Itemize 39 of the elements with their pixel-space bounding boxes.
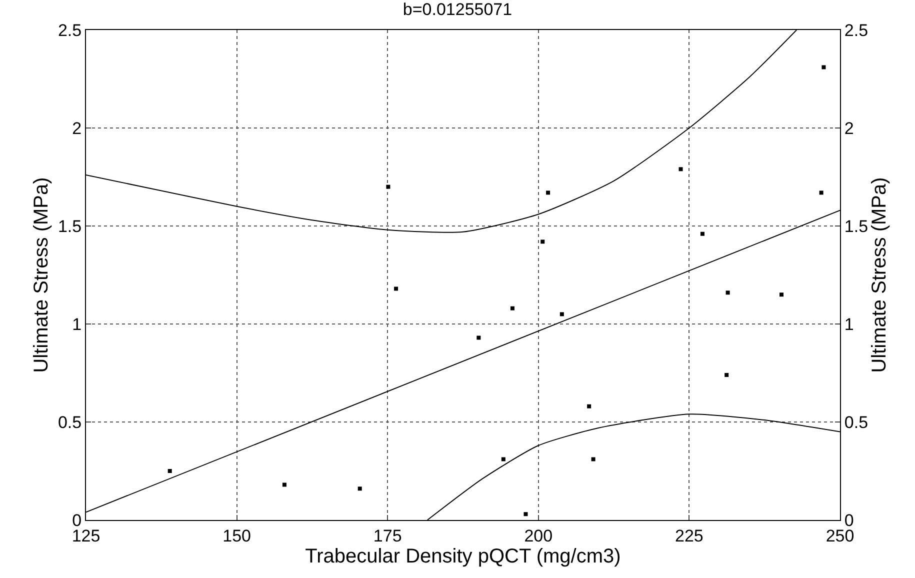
x-tick-label: 175 [373, 526, 402, 546]
point [587, 404, 592, 408]
point [168, 469, 172, 473]
point [476, 336, 481, 340]
point [546, 190, 550, 195]
point [282, 482, 286, 487]
y-tick-label: 2 [72, 118, 82, 138]
point [540, 240, 545, 244]
x-axis-title: Trabecular Density pQCT (mg/cm3) [305, 545, 621, 568]
y2-tick-label: 2 [844, 118, 854, 138]
y2-tick-label: 0.5 [844, 412, 868, 432]
y2-axis-title: Ultimate Stress (MPa) [868, 177, 891, 373]
point [726, 290, 730, 295]
x-tick-label: 150 [222, 526, 251, 546]
point [358, 486, 362, 491]
point [724, 372, 729, 377]
x-tick-label: 225 [675, 526, 704, 546]
point [394, 286, 398, 291]
point [560, 312, 564, 316]
y-tick-label: 1 [72, 314, 82, 334]
point [510, 306, 514, 310]
point [678, 167, 683, 172]
point [524, 512, 528, 516]
point [501, 457, 506, 462]
point [700, 232, 704, 236]
y2-tick-label: 2.5 [844, 20, 868, 40]
chart-title: b=0.01255071 [402, 0, 512, 19]
y-tick-label: 0.5 [58, 412, 82, 432]
point [386, 184, 390, 189]
point [779, 292, 784, 297]
y-tick-label: 2.5 [58, 20, 82, 40]
point [822, 65, 826, 70]
y-tick-label: 1.5 [58, 216, 82, 236]
x-tick-label: 200 [524, 526, 553, 546]
y-axis-title: Ultimate Stress (MPa) [30, 177, 52, 373]
point [819, 190, 824, 195]
point [591, 457, 596, 462]
y2-tick-label: 1 [844, 314, 854, 334]
y2-tick-label: 1.5 [844, 216, 868, 236]
